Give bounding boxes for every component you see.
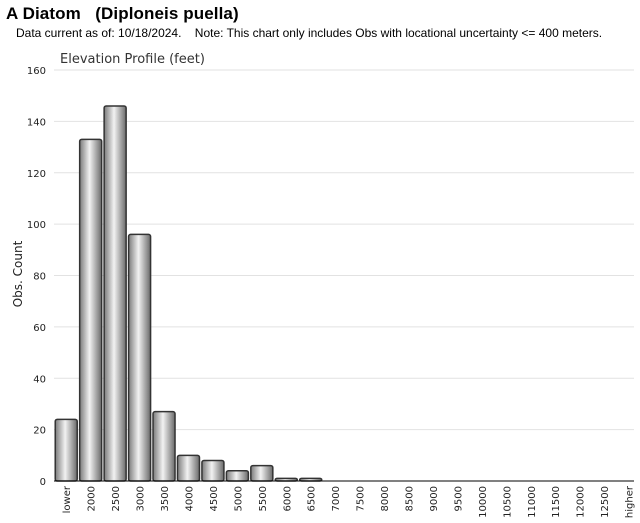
x-tick-label: 2500: [111, 486, 122, 511]
x-tick-label: 9500: [453, 486, 464, 511]
bar: [78, 138, 103, 482]
x-tick-label: 3500: [160, 486, 171, 511]
x-tick-label: higher: [625, 485, 636, 518]
bar: [54, 418, 78, 482]
y-tick-label: 60: [33, 323, 46, 334]
chart-title: Elevation Profile (feet): [60, 52, 205, 67]
y-tick-label: 20: [33, 426, 46, 437]
y-tick-label: 40: [33, 374, 46, 385]
x-tick-label: 11500: [551, 486, 562, 518]
bars: [54, 105, 323, 482]
x-tick-label: 10000: [478, 486, 489, 518]
x-tick-label: 7500: [356, 486, 367, 511]
x-tick-label: 8000: [380, 486, 391, 511]
y-tick-label: 0: [40, 477, 46, 488]
bar: [152, 410, 176, 482]
bar: [225, 469, 250, 482]
x-tick-label: 4000: [184, 486, 195, 511]
bar: [201, 459, 225, 482]
x-tick-label: lower: [62, 485, 73, 513]
y-tick-label: 140: [27, 117, 46, 128]
y-axis-label: Obs. Count: [11, 240, 25, 307]
x-tick-label: 4500: [209, 486, 220, 511]
y-tick-label: 80: [33, 272, 46, 283]
x-tick-label: 2000: [87, 486, 98, 511]
y-ticks: 0 20 40 60 80 100 120 140 160: [27, 66, 46, 488]
y-tick-label: 120: [27, 169, 46, 180]
page-subtitle: Data current as of: 10/18/2024. Note: Th…: [16, 26, 603, 40]
bar: [176, 454, 201, 482]
x-tick-label: 5500: [258, 486, 269, 511]
y-tick-label: 160: [27, 66, 46, 77]
x-tick-label: 10500: [502, 486, 513, 518]
page-title: A Diatom (Diploneis puella): [6, 4, 239, 23]
x-tick-label: 11000: [527, 486, 538, 518]
x-tick-label: 3000: [136, 486, 147, 511]
x-tick-label: 8500: [405, 486, 416, 511]
x-tick-label: 5000: [233, 486, 244, 511]
x-tick-label: 9000: [429, 486, 440, 511]
x-ticks: lower 2000 2500 3000 3500 4000 4500 5000 5500 600…: [62, 485, 635, 518]
y-tick-label: 100: [27, 220, 46, 231]
bar: [103, 105, 127, 482]
x-tick-label: 6500: [307, 486, 318, 511]
bar: [250, 464, 274, 482]
bar: [127, 233, 152, 482]
x-tick-label: 6000: [282, 486, 293, 511]
x-tick-label: 12500: [600, 486, 611, 518]
x-tick-label: 12000: [576, 486, 587, 518]
x-tick-label: 7000: [331, 486, 342, 511]
